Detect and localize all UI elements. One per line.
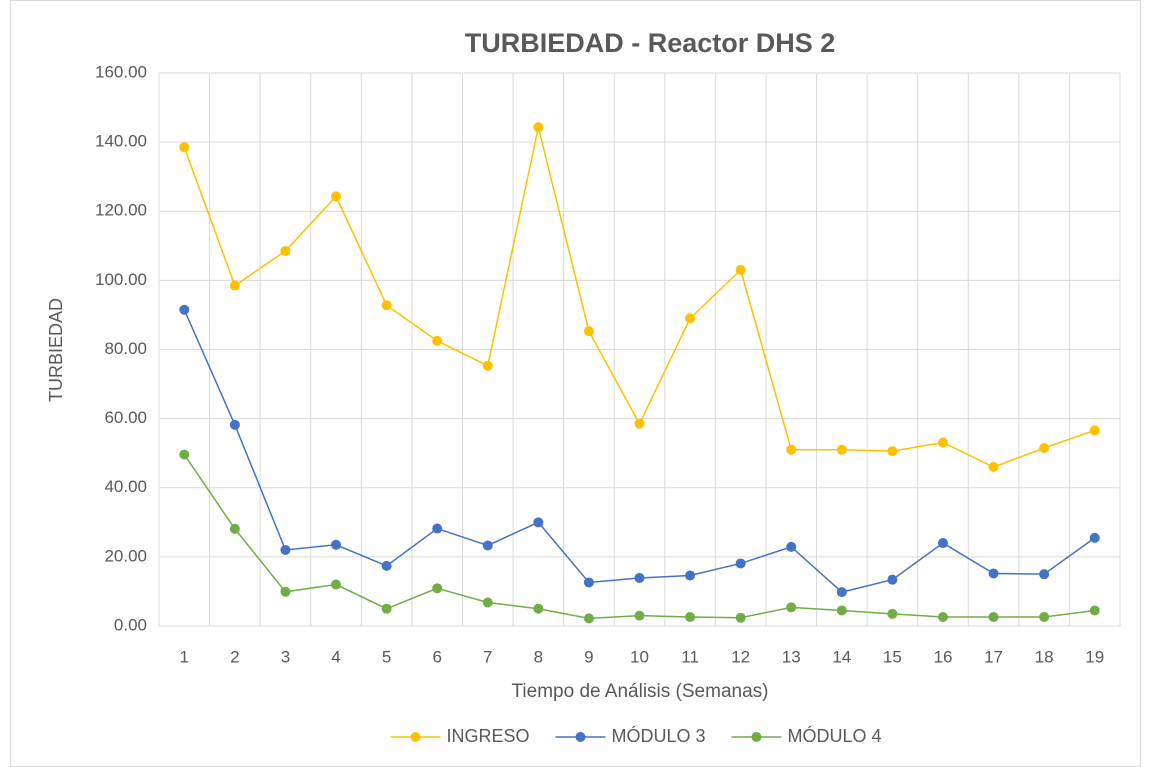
data-point [685, 313, 696, 324]
data-point [229, 280, 240, 291]
legend-marker [410, 732, 421, 742]
data-point [583, 613, 594, 624]
y-tick-label: 80.00 [104, 339, 147, 358]
data-point [735, 265, 746, 276]
x-tick-label: 18 [1035, 647, 1054, 666]
data-point [887, 446, 898, 457]
data-point [381, 300, 392, 311]
data-point [786, 541, 797, 552]
x-tick-label: 5 [382, 647, 391, 666]
data-point [937, 437, 948, 448]
legend-label: INGRESO [447, 726, 530, 746]
data-point [432, 583, 443, 594]
y-tick-label: 160.00 [95, 62, 147, 81]
data-point [331, 579, 342, 590]
y-tick-label: 20.00 [104, 546, 147, 565]
x-tick-label: 13 [782, 647, 801, 666]
data-point [988, 568, 999, 579]
x-tick-label: 4 [331, 647, 340, 666]
data-point [1039, 569, 1050, 580]
data-point [988, 612, 999, 623]
y-tick-label: 100.00 [95, 270, 147, 289]
data-point [685, 570, 696, 581]
data-point [381, 603, 392, 614]
data-point [583, 326, 594, 337]
data-point [887, 574, 898, 585]
x-tick-label: 1 [180, 647, 189, 666]
data-point [533, 603, 544, 614]
data-point [836, 605, 847, 616]
x-tick-label: 16 [934, 647, 953, 666]
y-tick-label: 140.00 [95, 132, 147, 151]
data-point [1039, 612, 1050, 623]
y-tick-label: 0.00 [114, 615, 147, 634]
y-axis-label: TURBIEDAD [46, 298, 66, 402]
data-point [583, 577, 594, 588]
y-tick-label: 40.00 [104, 477, 147, 496]
data-point [735, 612, 746, 623]
data-point [482, 540, 493, 551]
legend-label: MÓDULO 3 [612, 725, 706, 746]
data-point [179, 449, 190, 460]
data-point [280, 245, 291, 256]
chart-frame [10, 0, 1141, 767]
data-point [331, 539, 342, 550]
x-tick-label: 2 [230, 647, 239, 666]
x-tick-label: 11 [681, 647, 699, 666]
x-tick-label: 9 [584, 647, 593, 666]
legend-marker [575, 732, 586, 742]
data-point [280, 544, 291, 555]
x-tick-label: 17 [984, 647, 1003, 666]
data-point [937, 538, 948, 549]
data-point [331, 191, 342, 202]
data-point [1089, 532, 1100, 543]
data-point [786, 444, 797, 455]
data-point [482, 597, 493, 608]
data-point [836, 587, 847, 598]
data-point [482, 360, 493, 371]
x-axis-label: Tiempo de Análisis (Semanas) [512, 681, 769, 702]
chart-title: TURBIEDAD - Reactor DHS 2 [465, 28, 836, 58]
x-tick-label: 7 [483, 647, 492, 666]
data-point [533, 122, 544, 133]
data-point [634, 418, 645, 429]
data-point [381, 560, 392, 571]
x-tick-label: 15 [883, 647, 902, 666]
data-point [735, 558, 746, 569]
data-point [179, 142, 190, 153]
x-tick-label: 12 [731, 647, 750, 666]
data-point [280, 586, 291, 597]
x-tick-label: 6 [432, 647, 441, 666]
data-point [786, 602, 797, 613]
x-tick-label: 3 [281, 647, 290, 666]
data-point [432, 523, 443, 534]
x-tick-label: 10 [630, 647, 649, 666]
data-point [179, 304, 190, 315]
legend-label: MÓDULO 4 [788, 725, 882, 746]
y-tick-label: 60.00 [104, 408, 147, 427]
data-point [229, 523, 240, 534]
data-point [229, 419, 240, 430]
data-point [937, 612, 948, 623]
legend-marker [751, 732, 762, 742]
data-point [887, 608, 898, 619]
data-point [836, 444, 847, 455]
x-tick-label: 14 [832, 647, 851, 666]
x-tick-label: 8 [534, 647, 543, 666]
data-point [634, 572, 645, 583]
data-point [1039, 443, 1050, 454]
x-tick-label: 19 [1085, 647, 1104, 666]
data-point [432, 335, 443, 346]
data-point [1089, 605, 1100, 616]
data-point [634, 610, 645, 621]
y-tick-label: 120.00 [95, 201, 147, 220]
data-point [1089, 425, 1100, 436]
data-point [533, 517, 544, 528]
data-point [685, 612, 696, 623]
data-point [988, 462, 999, 473]
